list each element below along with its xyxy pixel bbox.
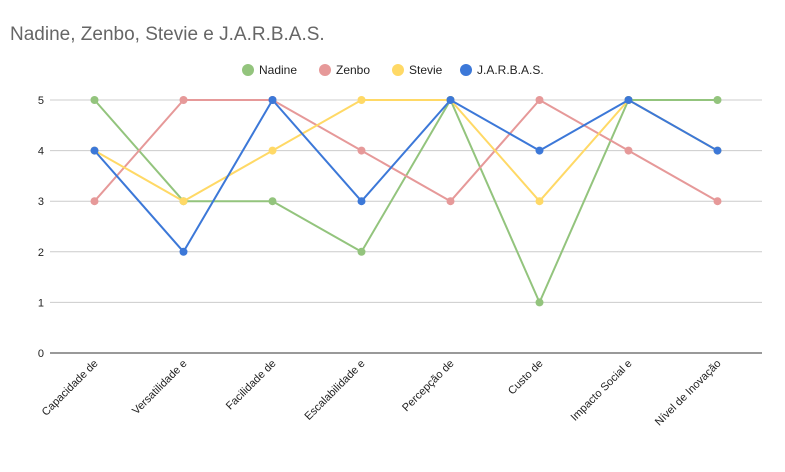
legend-item[interactable]: Zenbo [319,63,370,77]
x-axis-labels: Capacidade de Versatilidade e Facilidade d… [40,358,724,429]
series-line [93,99,718,253]
x-category-label: Impacto Social e [569,358,635,424]
data-point[interactable] [357,197,366,206]
data-point[interactable] [179,247,188,256]
data-point[interactable] [90,197,99,206]
x-category-label: Percepção de [400,358,456,414]
x-category-label: Nível de Inovação [653,358,724,429]
data-point[interactable] [713,96,722,104]
legend-label: Stevie [409,63,443,77]
y-tick-label: 5 [38,95,44,107]
legend-item[interactable]: J.A.R.B.A.S. [460,63,544,77]
data-point[interactable] [268,197,277,206]
data-point[interactable] [357,96,366,104]
legend-item[interactable]: Stevie [392,63,443,77]
legend-label: J.A.R.B.A.S. [477,63,544,77]
legend-item[interactable]: Nadine [242,63,297,77]
x-category-label: Custo de [506,358,546,398]
x-category-label: Versatilidade e [130,358,190,418]
data-point[interactable] [90,146,99,155]
data-point[interactable] [535,197,544,206]
data-point[interactable] [535,96,544,104]
y-tick-label: 4 [38,146,44,158]
series-line [94,99,718,203]
legend-label: Zenbo [336,63,370,77]
y-tick-label: 2 [38,247,44,259]
data-point[interactable] [268,96,277,104]
data-point[interactable] [357,146,366,155]
y-tick-label: 3 [38,196,44,208]
data-point[interactable] [268,146,277,155]
legend-label: Nadine [259,63,297,77]
data-point[interactable] [90,96,99,104]
y-axis-ticks: 0 1 2 3 4 5 [38,95,44,360]
chart-title: Nadine, Zenbo, Stevie e J.A.R.B.A.S. [10,24,325,45]
legend-swatch [319,64,331,76]
x-category-label: Facilidade de [224,358,279,413]
data-point[interactable] [624,146,633,155]
x-category-label: Capacidade de [40,358,101,419]
y-tick-label: 0 [38,348,44,360]
y-tick-label: 1 [38,297,44,309]
grid-lines [50,99,762,354]
legend-swatch [460,64,472,76]
data-point[interactable] [179,197,188,206]
series-line [93,99,718,203]
data-point[interactable] [446,96,455,104]
data-point[interactable] [446,197,455,206]
data-point[interactable] [357,247,366,256]
series-j-a-r-b-a-s [90,96,722,256]
legend-swatch [392,64,404,76]
data-point[interactable] [179,96,188,104]
x-category-label: Escalabilidade e [302,358,367,423]
data-point[interactable] [535,298,544,307]
data-point[interactable] [713,197,722,206]
series-lines [90,96,722,307]
data-point[interactable] [624,96,633,104]
series-zenbo [90,96,722,206]
data-point[interactable] [535,146,544,155]
data-point[interactable] [713,146,722,155]
legend: Nadine Zenbo Stevie J.A.R.B.A.S. [242,63,544,77]
legend-swatch [242,64,254,76]
